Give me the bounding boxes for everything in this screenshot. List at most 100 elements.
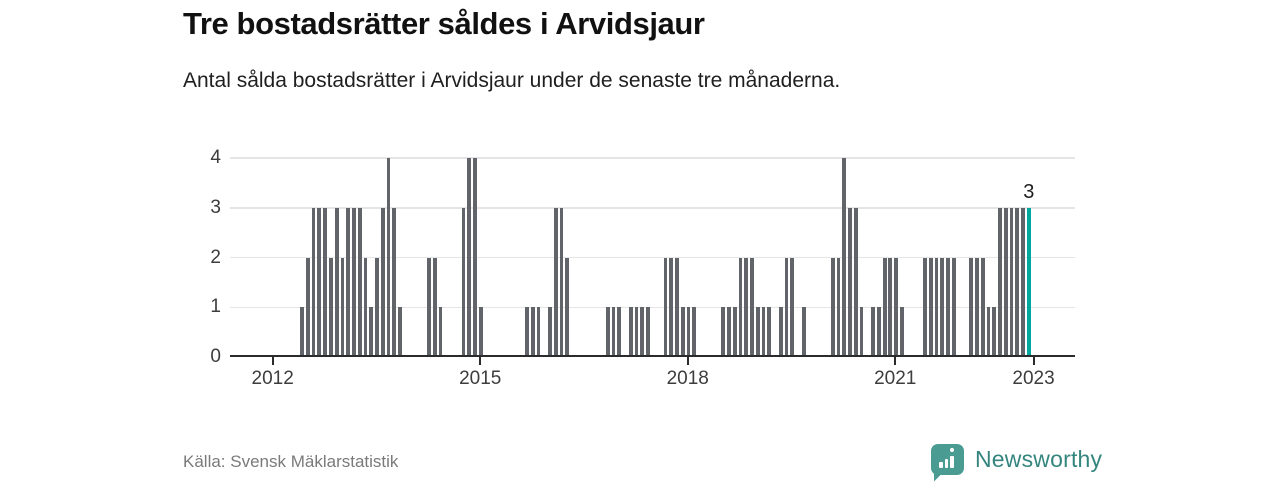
bar: [859, 307, 864, 357]
bar: [882, 257, 887, 357]
bar: [750, 257, 754, 357]
x-axis-tick: [479, 357, 482, 365]
chart-subtitle: Antal sålda bostadsrätter i Arvidsjaur u…: [183, 69, 841, 92]
bar: [317, 207, 322, 357]
logo-chart-bar: [939, 461, 943, 468]
bar: [617, 307, 622, 357]
y-axis-label: 2: [210, 246, 221, 268]
bar: [311, 207, 316, 357]
x-axis-label: 2015: [459, 368, 502, 389]
bar: [871, 307, 875, 357]
bar: [946, 257, 950, 357]
bar: [923, 257, 927, 357]
bar: [340, 257, 345, 357]
newsworthy-logo-icon: [931, 443, 964, 482]
bar: [675, 257, 679, 357]
logo-exclamation-dot: [950, 447, 954, 452]
bar: [692, 307, 697, 357]
bar: [478, 307, 483, 357]
bar: [398, 307, 402, 357]
bar: [369, 307, 374, 357]
x-axis-label: 2023: [1012, 368, 1055, 389]
bar: [1015, 207, 1020, 357]
gridline: [230, 207, 1075, 209]
x-axis-label: 2018: [666, 368, 709, 389]
bar: [536, 307, 541, 357]
y-axis-label: 1: [210, 296, 221, 318]
bar: [611, 307, 616, 357]
x-axis-label: 2021: [874, 368, 917, 389]
bar: [323, 207, 327, 357]
bar: [888, 257, 893, 357]
newsworthy-logo: Newsworthy: [931, 442, 1102, 482]
bar: [634, 307, 639, 357]
bar: [363, 257, 368, 357]
x-axis-tick: [271, 357, 274, 365]
bar: [842, 158, 847, 357]
bar: [894, 257, 899, 357]
bar: [467, 158, 472, 357]
bar: [940, 257, 945, 357]
bar: [352, 207, 356, 357]
bar: [386, 158, 391, 357]
bar: [738, 257, 743, 357]
gridline: [230, 256, 1075, 259]
gridline: [230, 157, 1075, 159]
bar: [848, 207, 852, 357]
bar: [986, 307, 991, 357]
bar: [565, 257, 570, 357]
bar: [357, 207, 362, 357]
bar: [334, 207, 339, 357]
bar: [801, 307, 806, 357]
logo-chart-bar: [944, 458, 948, 468]
bar: [305, 257, 310, 357]
bar: [755, 307, 760, 357]
bar: [392, 207, 397, 357]
bar: [928, 257, 933, 357]
bar: [744, 257, 749, 357]
bar: [530, 307, 535, 357]
x-axis-tick: [894, 357, 897, 365]
bar: [432, 257, 437, 357]
y-axis-label: 0: [210, 346, 221, 367]
bar: [686, 307, 691, 357]
bar: [669, 257, 674, 357]
x-axis-tick: [686, 357, 689, 365]
bar: [646, 307, 651, 357]
x-axis-label: 2012: [251, 368, 294, 389]
bar: [980, 257, 985, 357]
bar: [732, 307, 737, 357]
speech-bubble-tail: [934, 470, 945, 482]
gridline: [230, 306, 1075, 309]
highlighted-bar: [1026, 207, 1031, 357]
bar: [300, 307, 304, 357]
bar: [934, 257, 939, 357]
bar: [900, 307, 904, 357]
bar: [375, 257, 379, 357]
bar: [836, 257, 841, 357]
bar: [767, 307, 772, 357]
y-axis-label: 4: [210, 147, 221, 169]
bar: [525, 307, 529, 357]
bar: [1009, 207, 1014, 357]
bar: [726, 307, 731, 357]
bar: [830, 257, 835, 357]
bar: [553, 207, 558, 357]
bar: [992, 307, 997, 357]
logo-chart-bar: [950, 455, 954, 468]
bar: [778, 307, 783, 357]
bar: [680, 307, 685, 357]
x-axis-line: [230, 355, 1075, 357]
bar: [790, 257, 795, 357]
page-title: Tre bostadsrätter såldes i Arvidsjaur: [183, 6, 705, 41]
bar: [969, 257, 974, 357]
bar: [559, 207, 564, 357]
bar: [640, 307, 645, 357]
bar: [663, 257, 668, 357]
bar: [628, 307, 633, 357]
bar: [876, 307, 881, 357]
bar: [784, 257, 789, 357]
bar: [438, 307, 443, 357]
